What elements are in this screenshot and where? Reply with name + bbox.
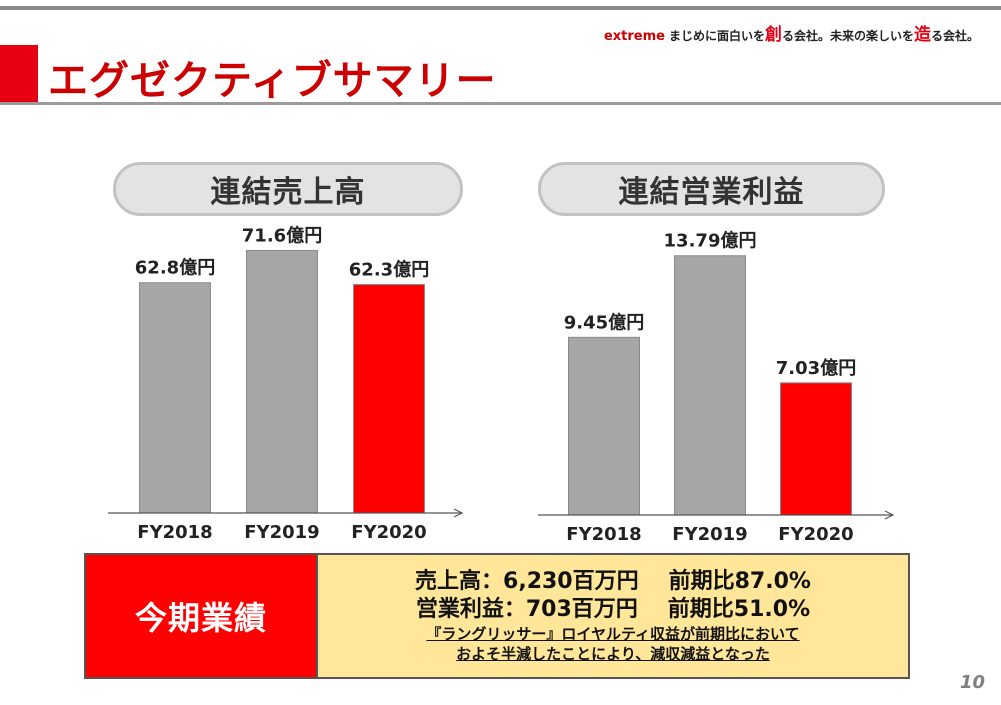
sales-x-axis-arrow bbox=[453, 508, 464, 518]
brand-name: extreme bbox=[603, 29, 665, 44]
tagline-emphasis-1: 創 bbox=[764, 25, 782, 45]
profit-value-label-FY2019: 13.79億円 bbox=[664, 230, 757, 252]
summary-note-2: およそ半減したことにより、減収減益となった bbox=[456, 645, 770, 663]
summary-sales-value: 売上高：6,230百万円 bbox=[415, 569, 639, 594]
profit-tick-label-FY2020: FY2020 bbox=[778, 524, 853, 545]
title-rule bbox=[0, 102, 1001, 105]
profit-tick-label-FY2018: FY2018 bbox=[566, 524, 641, 545]
profit-value-label-FY2020: 7.03億円 bbox=[776, 357, 856, 379]
profit-value-label-FY2018: 9.45億円 bbox=[564, 311, 644, 333]
title-accent-block bbox=[0, 45, 38, 103]
profit-bar-FY2019 bbox=[674, 255, 746, 516]
tagline-part-2: る会社。未来の楽しいを bbox=[781, 29, 914, 43]
profit-bar-FY2018 bbox=[568, 336, 640, 516]
sales-value-label-FY2019: 71.6億円 bbox=[242, 224, 322, 246]
profit-x-axis-arrow bbox=[884, 510, 895, 520]
sales-value-label-FY2018: 62.8億円 bbox=[135, 257, 215, 279]
sales-chart-title: 連結売上高 bbox=[113, 162, 463, 216]
profit-tick-label-FY2019: FY2019 bbox=[672, 524, 747, 545]
sales-bar-FY2020 bbox=[353, 284, 425, 514]
summary-label: 今期業績 bbox=[86, 555, 318, 677]
sales-tick-label-FY2019: FY2019 bbox=[244, 522, 319, 543]
top-rule bbox=[0, 6, 1001, 10]
sales-bar-FY2019 bbox=[246, 249, 318, 514]
page-number: 10 bbox=[959, 672, 985, 693]
summary-profit-yoy: 前期比51.0% bbox=[667, 597, 811, 622]
sales-value-label-FY2020: 62.3億円 bbox=[349, 259, 429, 281]
operating-profit-chart-title: 連結営業利益 bbox=[538, 162, 885, 216]
summary-sales-line: 売上高：6,230百万円 前期比87.0% bbox=[415, 568, 811, 596]
tagline-part-1: まじめに面白いを bbox=[668, 29, 765, 43]
sales-bar-FY2018 bbox=[139, 282, 211, 514]
summary-profit-value: 営業利益：703百万円 bbox=[415, 597, 638, 622]
page-title: エグゼクティブサマリー bbox=[48, 58, 497, 104]
sales-tick-label-FY2020: FY2020 bbox=[351, 522, 426, 543]
profit-bar-FY2020 bbox=[780, 382, 852, 516]
summary-note-1: 『ラングリッサー』ロイヤルティ収益が前期比において bbox=[426, 625, 800, 643]
company-tagline: extreme まじめに面白いを創る会社。未来の楽しいを造る会社。 bbox=[604, 20, 979, 45]
summary-sales-yoy: 前期比87.0% bbox=[668, 569, 811, 594]
tagline-part-3: る会社。 bbox=[930, 29, 979, 43]
tagline-emphasis-2: 造 bbox=[913, 25, 931, 45]
sales-tick-label-FY2018: FY2018 bbox=[137, 522, 212, 543]
summary-body: 売上高：6,230百万円 前期比87.0% 営業利益：703百万円 前期比51.0%… bbox=[318, 555, 908, 677]
summary-profit-line: 営業利益：703百万円 前期比51.0% bbox=[416, 596, 810, 624]
summary-box: 今期業績 売上高：6,230百万円 前期比87.0% 営業利益：703百万円 前期比… bbox=[84, 553, 910, 679]
